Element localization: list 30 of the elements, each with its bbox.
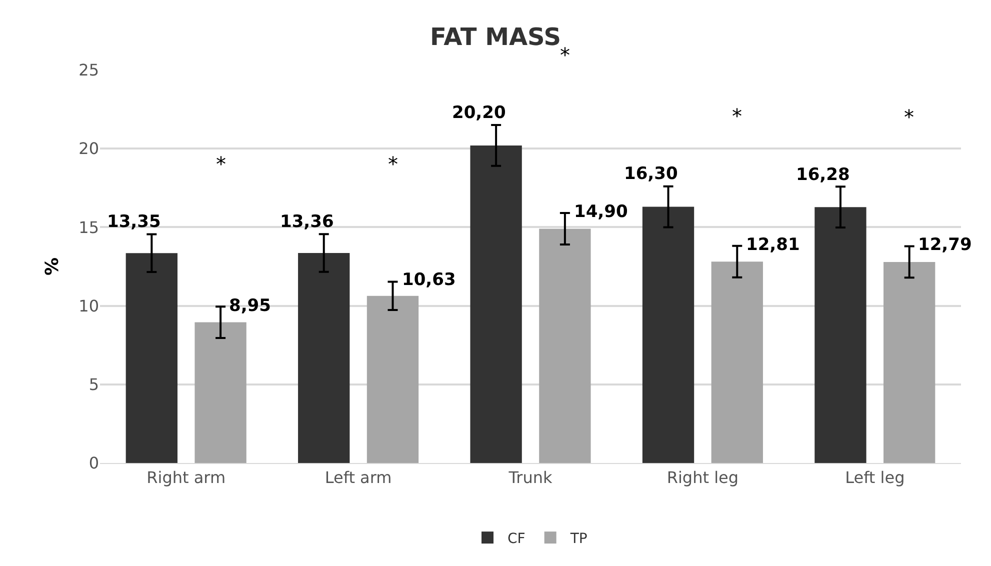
y-tick-label: 5: [88, 375, 99, 394]
data-label: 16,28: [796, 165, 850, 185]
data-label: 12,81: [746, 235, 800, 255]
annotation: *: [904, 105, 914, 129]
annotation: *: [388, 152, 398, 176]
data-label: 12,79: [918, 235, 972, 255]
y-tick-label: 10: [78, 296, 99, 316]
y-tick-label: 15: [78, 218, 99, 237]
x-tick-label: Right leg: [666, 468, 739, 488]
x-tick-label: Left arm: [324, 468, 392, 488]
legend-label: TP: [569, 531, 588, 548]
data-label: 20,20: [452, 103, 506, 123]
data-label: 13,36: [280, 212, 334, 232]
data-label: 13,35: [107, 212, 161, 232]
y-axis-title: %: [42, 257, 63, 276]
data-label: 8,95: [229, 296, 271, 316]
x-tick-label: Left leg: [845, 468, 905, 488]
text: *: [560, 43, 570, 67]
x-tick-label: Trunk: [508, 468, 554, 488]
data-label: 16,30: [624, 164, 678, 184]
data-label: 14,90: [574, 202, 628, 222]
annotation: *: [732, 104, 742, 128]
y-tick-label: 0: [88, 454, 99, 473]
legend-label: CF: [508, 531, 526, 548]
annotation: *: [216, 152, 226, 176]
data-label: 10,63: [402, 270, 456, 290]
chart-title: FAT MASS: [430, 23, 562, 52]
y-tick-label: 20: [78, 139, 99, 158]
y-tick-label: 25: [78, 60, 99, 80]
x-tick-label: Right arm: [146, 468, 226, 488]
